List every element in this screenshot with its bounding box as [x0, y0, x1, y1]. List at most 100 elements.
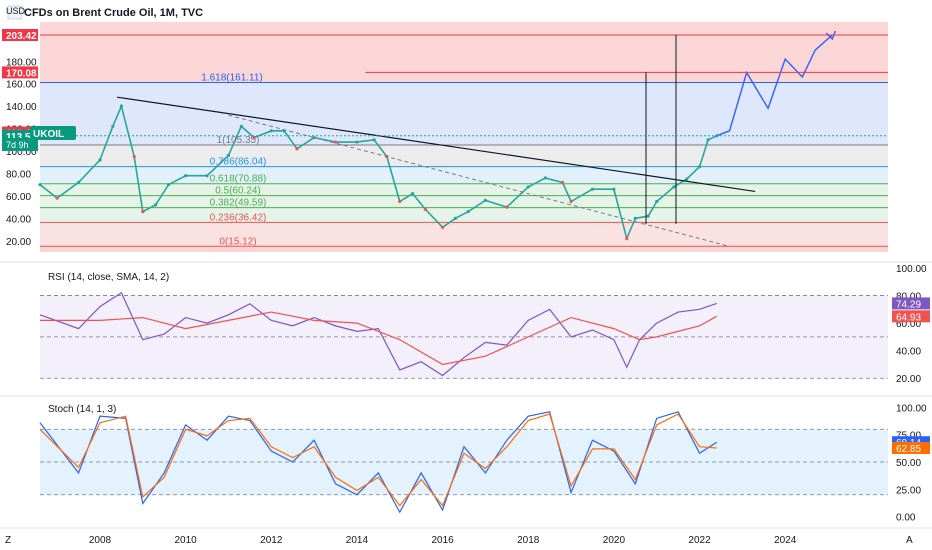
price-point	[205, 174, 209, 178]
stoch-series	[39, 411, 718, 514]
price-point	[590, 187, 595, 191]
stoch-value-badge	[892, 441, 930, 454]
price-badge-label: 170.08	[6, 68, 37, 79]
chart-icon[interactable]	[7, 5, 23, 20]
price-point	[295, 147, 299, 151]
rsi-value-label: 64.93	[896, 312, 921, 323]
price-point	[166, 183, 171, 187]
rsi-value-badge	[892, 297, 930, 310]
fib-level-label: 0.5(60.24)	[215, 186, 261, 197]
price-point	[423, 207, 428, 211]
time-tick-label: 2012	[260, 535, 283, 546]
fib-zone	[40, 207, 888, 223]
fib-level-label: 0.382(49.59)	[210, 198, 267, 209]
time-tick-label: 2024	[774, 535, 797, 546]
fib-zone-upper	[40, 22, 888, 83]
price-point	[526, 185, 530, 189]
fib-level-label: 0.236(36.42)	[210, 212, 267, 223]
rsi-tick-label: 40.00	[896, 347, 921, 358]
time-tick-label: 2018	[517, 535, 540, 546]
price-point	[239, 124, 243, 128]
price-point	[372, 138, 376, 142]
price-point	[269, 129, 273, 133]
chart-title: CFDs on Brent Crude Oil, 1M, TVC	[24, 7, 203, 19]
price-point	[312, 135, 316, 140]
price-point	[252, 135, 256, 140]
price-badge-label: 203.42	[6, 31, 37, 42]
time-tick-label: 2020	[603, 535, 626, 546]
time-tick-label: 2014	[346, 535, 369, 546]
currency-label: USD	[6, 6, 26, 16]
stoch-pane: Stoch (14, 1, 3) 0.0025.0050.0075.00100.…	[39, 403, 930, 524]
fib-level-label: 0.786(86.04)	[210, 157, 267, 168]
stoch-d-line	[39, 413, 717, 507]
countdown-bg	[2, 138, 38, 151]
price-point	[38, 183, 42, 187]
price-point	[98, 158, 102, 162]
price-point	[333, 140, 338, 144]
price-point	[453, 216, 458, 220]
rsi-tick-label: 80.00	[896, 292, 921, 303]
fib-zone-lower	[40, 246, 888, 252]
time-tick-label: 2008	[89, 535, 112, 546]
price-point	[612, 187, 616, 191]
time-axis: 2008 2010 2012 2014 2016 2018 2020 2022 2024	[89, 535, 797, 546]
price-point	[706, 138, 710, 142]
price-point	[76, 180, 81, 185]
symbol-badge-text: UKOIL	[33, 129, 64, 140]
price-point	[55, 196, 59, 200]
zoom-reset-label[interactable]: Z	[5, 535, 11, 546]
price-series	[38, 30, 836, 242]
symbol-badge-bg	[30, 126, 76, 140]
fibonacci-labels: 0(15.12) 0.236(36.42) 0.382(49.59)0.5(60.2…	[201, 72, 266, 247]
fib-zone	[40, 183, 888, 196]
time-tick-label: 2016	[431, 535, 454, 546]
stoch-value-label: 62.85	[896, 444, 921, 455]
fib-level-label: 1(105.35)	[217, 135, 260, 146]
stoch-title: Stoch (14, 1, 3)	[48, 404, 116, 415]
price-point	[505, 205, 509, 209]
price-point	[655, 199, 659, 204]
rsi-tick-label: 100.00	[896, 264, 927, 275]
price-point	[646, 214, 650, 218]
rsi-title: RSI (14, close, SMA, 14, 2)	[48, 272, 169, 283]
price-annotations	[40, 34, 888, 247]
price-point	[633, 216, 637, 220]
rsi-series	[39, 291, 717, 377]
symbol-badge[interactable]: UKOIL	[30, 126, 76, 140]
rsi-sma-line	[40, 311, 717, 366]
trend-line[interactable]	[117, 96, 756, 193]
price-point	[697, 165, 702, 169]
rsi-line	[39, 291, 717, 377]
stoch-tick-label: 25.00	[896, 485, 921, 496]
rsi-background	[40, 295, 888, 379]
price-point	[132, 155, 136, 159]
auto-scale-label[interactable]: A	[906, 535, 913, 546]
price-point	[466, 210, 470, 214]
rsi-value-label: 74.29	[896, 299, 921, 310]
price-tick-label: 180.00	[6, 57, 37, 68]
rsi-tick-label: 60.00	[896, 319, 921, 330]
price-line	[39, 103, 718, 242]
price-point	[111, 124, 115, 128]
price-point	[685, 177, 689, 181]
price-point	[184, 174, 188, 178]
price-tick-label: 40.00	[6, 214, 31, 225]
trend-line[interactable]	[228, 114, 730, 247]
rsi-axis: 20.00 40.00 60.00 80.00 100.00 74.29 64.93	[892, 264, 930, 385]
price-tick-label: 80.00	[6, 169, 31, 180]
price-tick-label: 160.00	[6, 80, 37, 91]
fib-zone	[40, 82, 888, 146]
price-point	[141, 210, 145, 214]
fib-zone	[40, 195, 888, 208]
stoch-tick-label: 100.00	[896, 403, 927, 414]
price-point	[154, 203, 158, 207]
price-point	[411, 192, 415, 196]
price-point	[119, 104, 123, 108]
price-pane: 0(15.12) 0.236(36.42) 0.382(49.59)0.5(60.2…	[2, 5, 888, 252]
price-point	[398, 199, 402, 204]
price-tick-label: 140.00	[6, 102, 37, 113]
time-tick-label: 2022	[688, 535, 711, 546]
